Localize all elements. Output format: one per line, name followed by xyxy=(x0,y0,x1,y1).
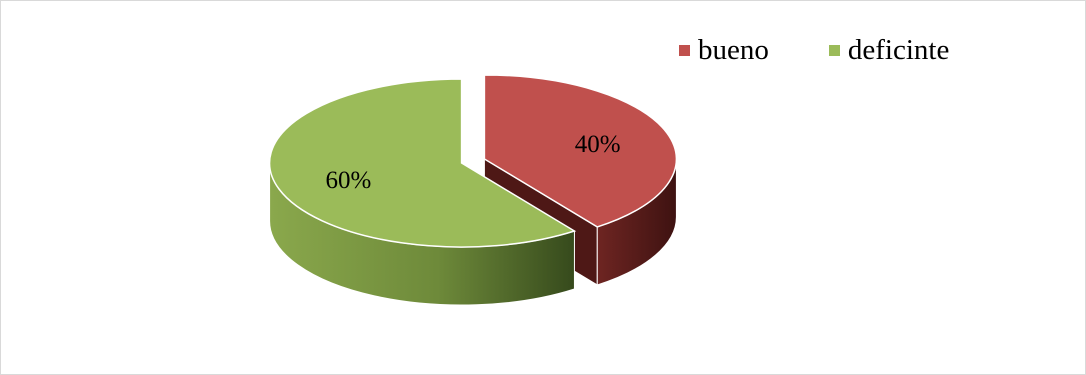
legend-swatch-bueno xyxy=(679,45,690,56)
legend-label-bueno: bueno xyxy=(698,34,769,66)
pie-slice-deficinte xyxy=(268,78,577,248)
legend-item-deficinte: deficinte xyxy=(828,34,950,67)
pie-slice-bueno xyxy=(483,74,678,228)
pie-slices: 40% 60% xyxy=(268,74,678,306)
data-label-bueno: 40% xyxy=(575,131,621,158)
legend: bueno deficinte xyxy=(679,34,949,67)
legend-item-bueno: bueno xyxy=(679,34,769,67)
legend-label-deficinte: deficinte xyxy=(847,34,950,66)
legend-swatch-deficinte xyxy=(828,45,840,56)
data-label-deficinte: 60% xyxy=(325,167,371,194)
